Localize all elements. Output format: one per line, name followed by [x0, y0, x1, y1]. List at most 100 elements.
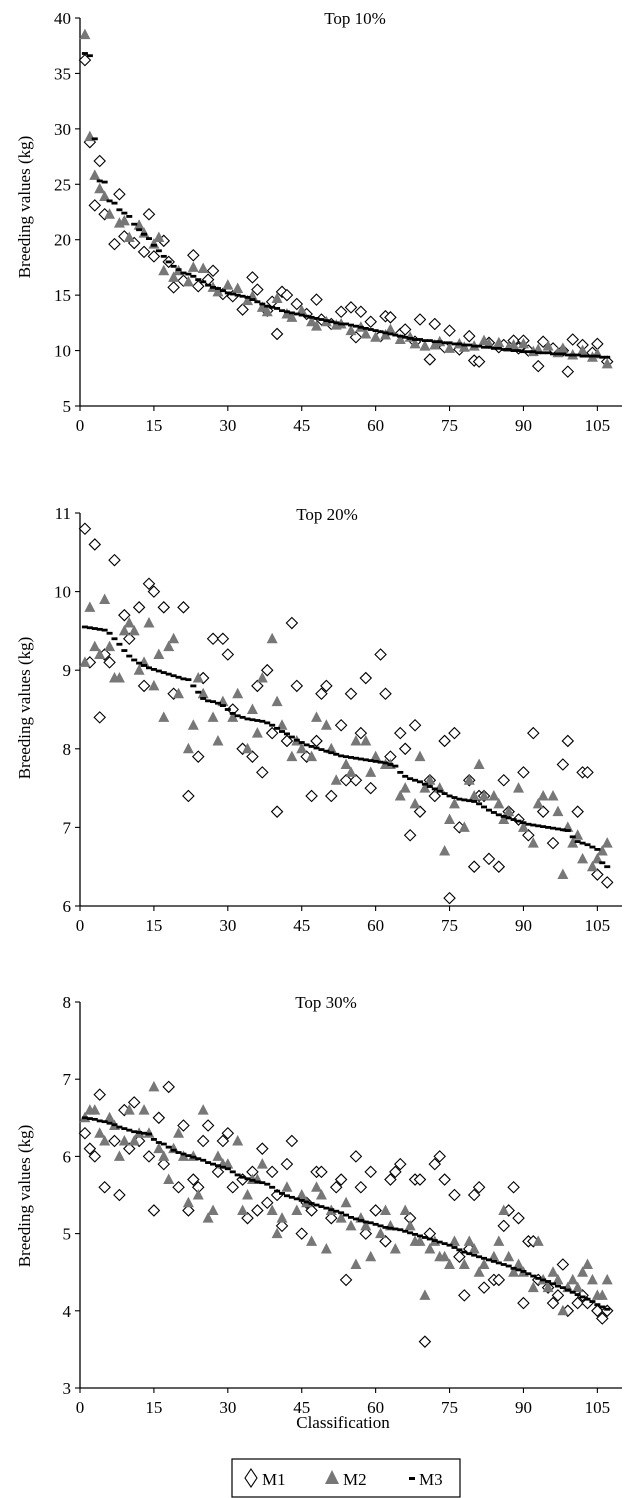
- m1-point: [497, 1219, 511, 1233]
- y-tick-label: 9: [63, 661, 72, 680]
- m3-point: [407, 777, 414, 781]
- m3-point: [441, 792, 448, 796]
- m1-point: [531, 359, 545, 373]
- m3-point: [367, 1221, 374, 1225]
- m1-point: [536, 805, 550, 818]
- m1-point: [295, 1227, 309, 1240]
- y-tick-label: 4: [63, 1302, 72, 1321]
- m2-point: [513, 1258, 525, 1269]
- m3-point: [564, 353, 571, 357]
- m2-point: [542, 1281, 554, 1293]
- m3-point: [219, 1165, 226, 1169]
- m3-point: [461, 1250, 468, 1254]
- m3-point: [407, 336, 414, 340]
- m3-point: [471, 800, 478, 803]
- m3-point: [515, 349, 522, 352]
- m2-point: [192, 672, 204, 683]
- m1-point: [354, 305, 368, 319]
- m1-point: [251, 283, 264, 296]
- m1-point: [334, 305, 348, 319]
- m3-point: [352, 324, 359, 328]
- m3-point: [229, 1170, 236, 1174]
- m1-point: [132, 601, 146, 614]
- m3-point: [210, 285, 217, 289]
- x-tick-label: 0: [76, 916, 85, 935]
- m2-point: [517, 337, 529, 349]
- m3-point: [96, 1119, 103, 1123]
- m2-point: [173, 687, 185, 699]
- m3-point: [160, 671, 167, 674]
- m3-point: [244, 717, 251, 721]
- m2-point: [128, 624, 140, 636]
- m2-point: [163, 1173, 175, 1185]
- legend-box: [231, 1458, 461, 1498]
- m1-point: [591, 868, 604, 881]
- m1-point: [359, 671, 373, 685]
- m3-point: [190, 684, 197, 688]
- m1-point: [152, 1111, 166, 1125]
- m2-point: [261, 305, 273, 317]
- m3-point: [283, 310, 290, 314]
- m3-point: [377, 330, 384, 334]
- m1-point: [364, 1165, 377, 1179]
- m3-point: [436, 340, 443, 344]
- y-tick-label: 35: [54, 64, 71, 83]
- m2-point: [375, 1227, 387, 1239]
- m3-point: [86, 1117, 93, 1120]
- m3-point: [170, 1148, 177, 1152]
- m2-point: [582, 1258, 594, 1269]
- m3-point: [525, 822, 532, 826]
- m2-point: [163, 640, 175, 652]
- m1-point: [260, 1196, 274, 1209]
- m2-point: [384, 323, 396, 335]
- m3-point: [540, 1278, 547, 1282]
- m3-point: [239, 294, 246, 298]
- m3-point: [550, 826, 557, 830]
- m3-point: [367, 759, 374, 762]
- m1-point: [251, 679, 264, 693]
- m1-point: [325, 789, 338, 803]
- m2-point: [577, 1266, 589, 1277]
- m3-point: [131, 222, 138, 226]
- m2-point: [197, 262, 209, 274]
- m1-point: [359, 1227, 373, 1240]
- m3-point: [343, 755, 350, 759]
- m3-point: [574, 1293, 581, 1296]
- m2-point: [419, 1289, 431, 1300]
- m3-point: [476, 802, 483, 806]
- m3-point: [348, 756, 354, 759]
- m2-point: [488, 789, 500, 801]
- m3-point: [421, 339, 428, 342]
- m1-point: [596, 1312, 609, 1325]
- m2-point: [379, 329, 391, 340]
- m3-point: [589, 845, 596, 849]
- m2-point: [567, 837, 579, 848]
- m1-point: [334, 1173, 348, 1186]
- m2-point: [394, 789, 406, 801]
- m3-point: [589, 1300, 596, 1303]
- m3-point: [599, 1305, 606, 1309]
- m1-point: [354, 726, 368, 740]
- m2-point: [182, 275, 194, 287]
- m3-point: [91, 627, 98, 630]
- m2-point: [513, 782, 525, 793]
- m1-point: [93, 711, 106, 724]
- y-tick-label: 40: [54, 9, 71, 28]
- m1-point: [364, 781, 377, 795]
- m3-point: [111, 201, 118, 205]
- x-tick-label: 75: [441, 416, 458, 435]
- m2-point: [493, 336, 505, 348]
- m3-point: [185, 272, 192, 276]
- m3-point: [333, 752, 340, 756]
- m2-point: [271, 1227, 283, 1239]
- m3-point: [402, 335, 409, 339]
- m3-point: [397, 1228, 404, 1232]
- m3-point: [362, 1220, 369, 1224]
- m2-point: [409, 337, 421, 349]
- m3-point: [466, 343, 473, 347]
- m3-point: [412, 778, 419, 782]
- m2-point: [601, 837, 613, 848]
- m3-point: [224, 291, 231, 295]
- m2-point: [473, 758, 485, 770]
- m1-point: [147, 585, 161, 598]
